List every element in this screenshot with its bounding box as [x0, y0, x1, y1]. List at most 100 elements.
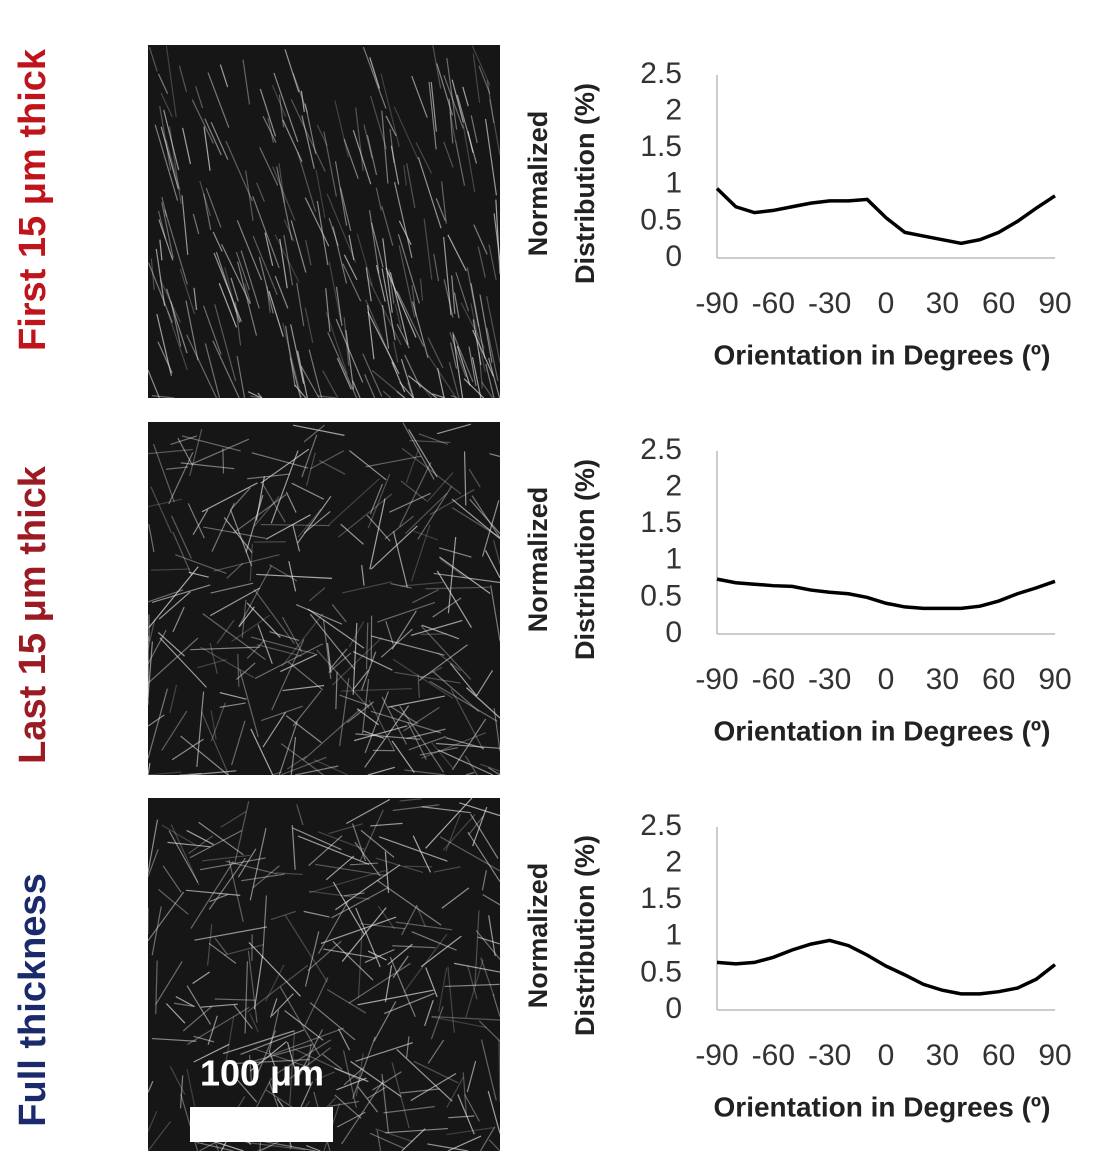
fiber: [199, 857, 266, 871]
fiber: [438, 967, 448, 1012]
y-axis-label: Distribution (%): [570, 83, 600, 284]
fiber: [200, 1003, 238, 1008]
fiber: [429, 489, 475, 516]
fiber: [309, 869, 386, 894]
row-label: Full thickness: [12, 873, 54, 1126]
fiber: [326, 988, 367, 1014]
fiber: [239, 669, 259, 738]
fiber: [400, 581, 443, 587]
fiber: [443, 236, 452, 316]
fiber: [147, 771, 182, 776]
fiber: [245, 494, 264, 553]
fiber: [339, 678, 350, 746]
fiber: [308, 890, 370, 900]
fiber: [281, 613, 324, 667]
fiber: [421, 732, 487, 759]
fiber: [207, 1015, 218, 1045]
fiber: [484, 118, 498, 196]
fiber: [417, 381, 433, 399]
fiber: [470, 283, 486, 359]
fiber: [147, 819, 159, 873]
fiber: [493, 708, 501, 752]
fiber: [253, 955, 264, 1010]
x-tick-label: -90: [695, 287, 738, 320]
fiber: [316, 200, 329, 266]
fiber: [343, 317, 350, 367]
fiber: [159, 105, 172, 171]
fiber: [224, 1016, 235, 1065]
fiber: [365, 299, 396, 368]
fiber: [222, 448, 225, 474]
fiber: [390, 145, 400, 185]
fiber: [315, 169, 326, 219]
fiber: [340, 523, 364, 545]
fiber: [349, 450, 387, 481]
fiber: [240, 250, 260, 309]
fiber: [186, 334, 218, 399]
fiber: [157, 632, 185, 657]
fiber: [451, 79, 465, 123]
fiber: [281, 616, 303, 653]
fiber: [412, 589, 439, 604]
fiber: [325, 312, 348, 375]
x-tick-label: -30: [808, 1039, 851, 1072]
fiber: [232, 493, 287, 534]
fiber: [402, 422, 435, 480]
fiber: [190, 861, 234, 929]
fiber: [258, 256, 274, 314]
fiber: [367, 473, 391, 529]
fiber: [308, 349, 323, 399]
fiber: [290, 324, 305, 384]
fiber: [290, 98, 326, 172]
fiber: [404, 769, 446, 776]
x-tick-label: -60: [752, 287, 795, 320]
fiber: [429, 680, 498, 722]
fiber: [250, 728, 274, 776]
x-tick-label: 60: [982, 287, 1015, 320]
fiber: [419, 747, 458, 756]
fiber: [428, 81, 437, 150]
fiber: [438, 547, 472, 558]
fiber: [401, 1128, 426, 1152]
fiber: [480, 957, 495, 997]
fiber: [443, 141, 454, 168]
fiber: [361, 679, 370, 734]
fiber: [303, 511, 331, 534]
fiber: [341, 1079, 385, 1145]
fiber: [306, 1144, 321, 1152]
fiber: [439, 558, 466, 578]
fiber: [326, 193, 357, 263]
fiber: [147, 637, 199, 684]
fiber: [203, 305, 222, 355]
fiber: [147, 589, 184, 603]
fiber: [359, 809, 384, 861]
fiber: [160, 92, 173, 118]
fiber: [370, 822, 403, 827]
fiber: [151, 584, 211, 603]
fiber: [289, 357, 302, 399]
scale-bar-label: 100 μm: [200, 1053, 324, 1094]
fiber: [352, 1036, 376, 1099]
fiber: [391, 740, 415, 773]
fiber: [353, 725, 408, 742]
fiber: [395, 921, 453, 931]
fiber: [257, 392, 263, 399]
fiber: [172, 532, 193, 577]
fiber: [252, 235, 278, 296]
fiber: [478, 351, 483, 389]
fiber: [479, 294, 493, 363]
fiber: [425, 586, 490, 590]
fiber: [244, 961, 249, 1034]
fiber: [474, 910, 480, 986]
fiber: [284, 914, 328, 983]
fiber: [284, 49, 300, 93]
fiber: [235, 251, 250, 291]
fiber: [348, 621, 365, 648]
fiber: [165, 139, 181, 191]
fiber: [297, 495, 332, 544]
fiber: [460, 302, 485, 349]
fiber: [441, 181, 447, 224]
fiber: [148, 46, 158, 72]
fiber: [465, 959, 484, 1018]
fiber: [450, 663, 478, 697]
